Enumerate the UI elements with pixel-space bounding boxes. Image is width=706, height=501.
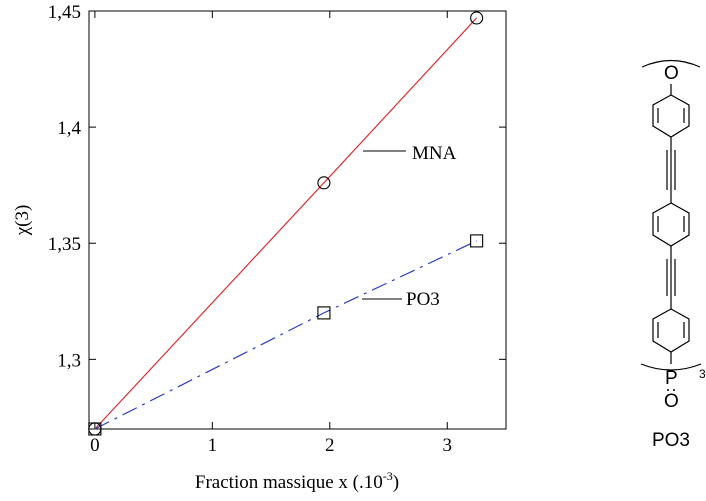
y-tick-label-1: 1,35 [48, 234, 81, 255]
tick-labels: 0 1 2 3 1,3 1,35 1,4 1,45 [48, 2, 452, 456]
x-tick-label-3: 3 [443, 435, 453, 456]
axis-ticks [89, 10, 506, 429]
point-po3-1 [317, 306, 331, 320]
y-tick-label-0: 1,3 [57, 350, 81, 371]
molecule-structure: O P O 3 [640, 59, 706, 412]
x-tick-label-2: 2 [325, 435, 335, 456]
bracket-bottom [640, 363, 702, 371]
bracket-top [641, 59, 701, 68]
series-line-mna [94, 17, 478, 430]
point-mna-2 [470, 11, 484, 25]
repeat-subscript: 3 [699, 367, 706, 381]
molecule-caption: PO3 [652, 430, 690, 451]
atom-o-bottom: O [664, 391, 679, 412]
x-axis-label: Fraction massique x (.10-3) [195, 469, 399, 493]
atom-o-top: O [664, 63, 679, 84]
series-markers [88, 11, 484, 436]
series-line-po3 [94, 240, 477, 430]
series-lines [94, 17, 478, 430]
y-tick-label-3: 1,45 [48, 2, 81, 23]
atom-p: P [665, 368, 678, 389]
legend-label-mna: MNA [412, 143, 457, 164]
plot-frame [88, 10, 507, 430]
legend-label-po3: PO3 [406, 289, 440, 310]
x-tick-label-1: 1 [208, 435, 218, 456]
y-tick-label-2: 1,4 [57, 118, 81, 139]
point-po3-2 [470, 234, 484, 248]
point-mna-1 [317, 176, 331, 190]
y-axis-label: χ(3) [12, 205, 33, 237]
x-tick-label-0: 0 [90, 435, 100, 456]
point-po3-0 [88, 422, 102, 436]
